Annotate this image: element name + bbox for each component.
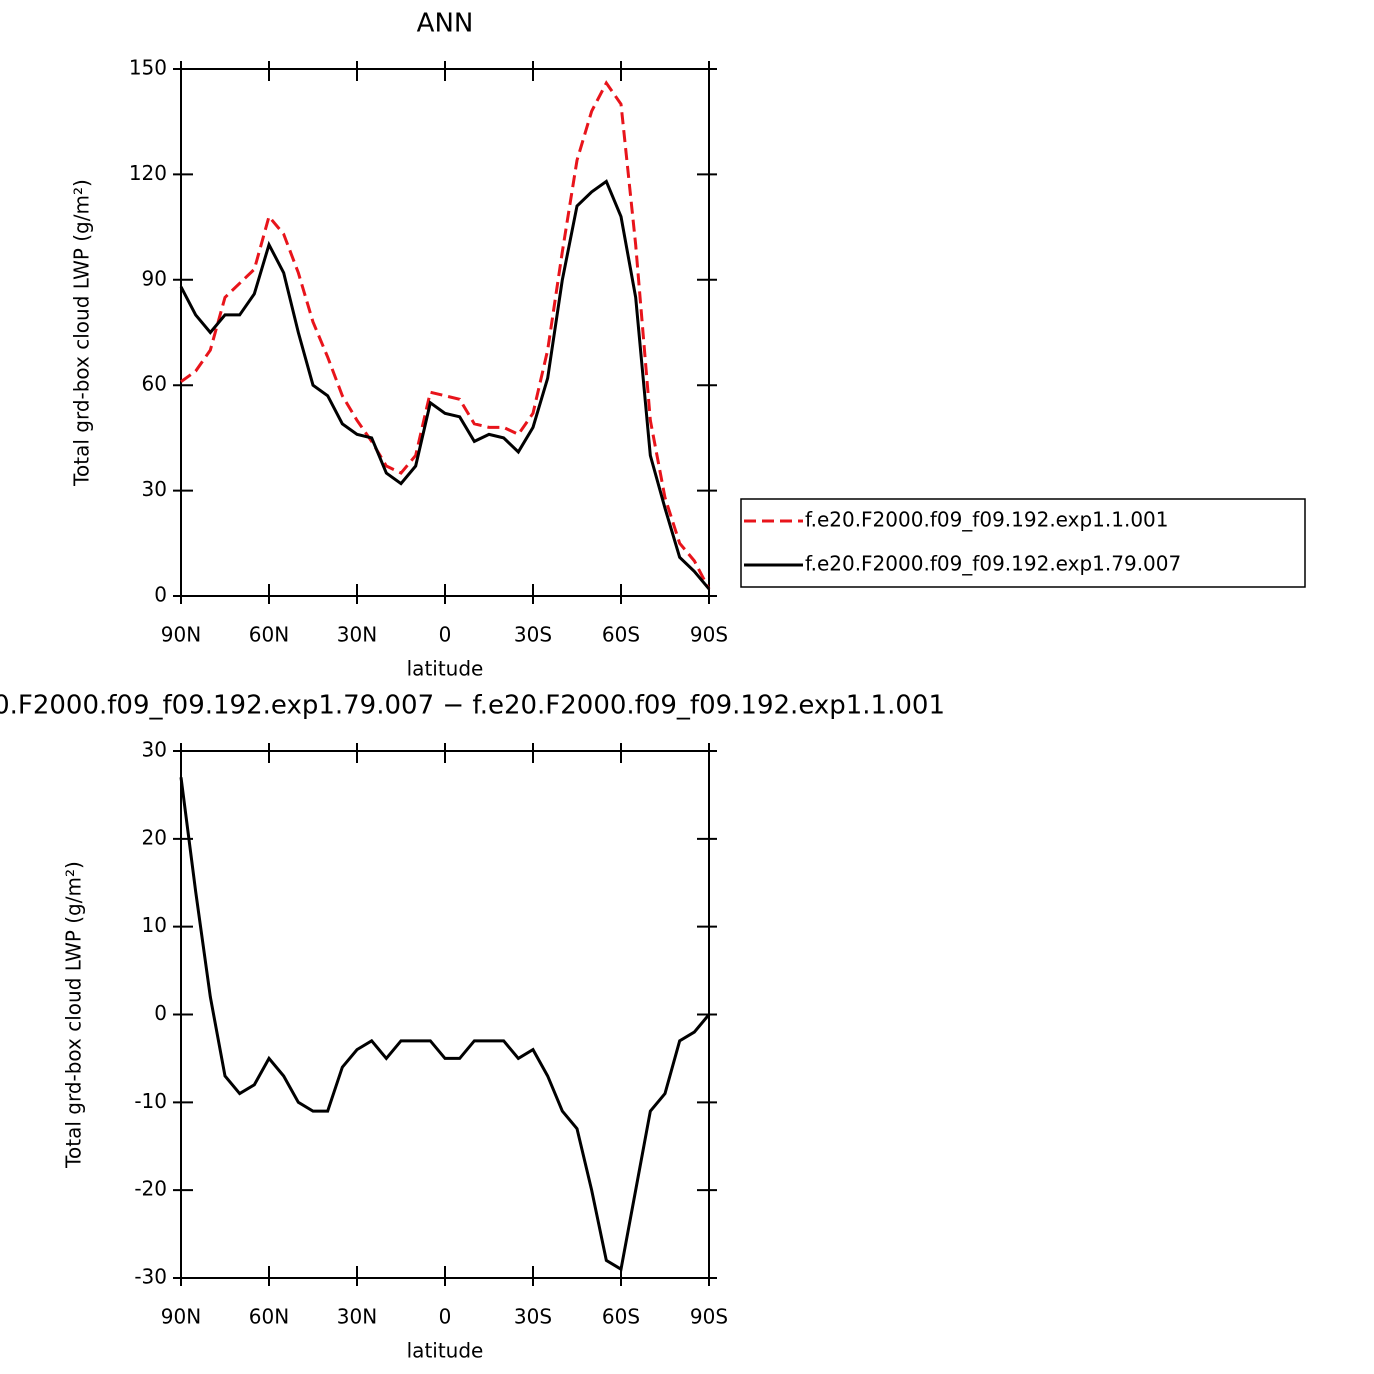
y-axis-label: Total grd-box cloud LWP (g/m²) (70, 179, 94, 487)
data-line (180, 80, 711, 590)
y-tick-label: 90 (142, 266, 167, 290)
x-tick-label: 90N (161, 1305, 201, 1329)
x-tick-label: 60S (602, 1305, 640, 1329)
x-tick-label: 90S (690, 623, 728, 647)
y-tick-label: 20 (142, 825, 167, 849)
x-tick-label: 60S (602, 623, 640, 647)
x-tick-label: 0 (439, 623, 452, 647)
legend-label: f.e20.F2000.f09_f09.192.exp1.79.007 (805, 552, 1181, 576)
plot-frame (180, 750, 710, 1279)
plot-frame (180, 68, 710, 597)
y-tick-label: -20 (134, 1177, 167, 1201)
y-tick-label: -10 (134, 1089, 167, 1113)
x-tick-label: 30S (514, 623, 552, 647)
y-tick-label: 0 (154, 583, 167, 607)
y-tick-label: 10 (142, 913, 167, 937)
chart-title: f.e20.F2000.f09_f09.192.exp1.79.007 − f.… (0, 691, 945, 721)
y-tick-label: 120 (129, 161, 167, 185)
y-tick-label: 0 (154, 1001, 167, 1025)
x-tick-label: 90S (690, 1305, 728, 1329)
y-axis-label: Total grd-box cloud LWP (g/m²) (62, 861, 86, 1169)
y-tick-label: 30 (142, 477, 167, 501)
chart-title: ANN (417, 9, 474, 39)
x-tick-label: 30N (337, 1305, 377, 1329)
y-tick-label: -30 (134, 1265, 167, 1289)
x-tick-label: 30N (337, 623, 377, 647)
y-tick-label: 150 (129, 56, 167, 80)
x-axis-label: latitude (407, 657, 484, 681)
data-line (179, 179, 711, 590)
x-tick-label: 0 (439, 1305, 452, 1329)
x-tick-label: 90N (161, 623, 201, 647)
y-tick-label: 30 (142, 738, 167, 762)
x-tick-label: 30S (514, 1305, 552, 1329)
legend-box (740, 498, 1306, 588)
y-tick-label: 60 (142, 372, 167, 396)
x-tick-label: 60N (249, 1305, 289, 1329)
legend-label: f.e20.F2000.f09_f09.192.exp1.1.001 (805, 508, 1169, 532)
x-tick-label: 60N (249, 623, 289, 647)
data-line (179, 777, 711, 1272)
x-axis-label: latitude (407, 1339, 484, 1363)
